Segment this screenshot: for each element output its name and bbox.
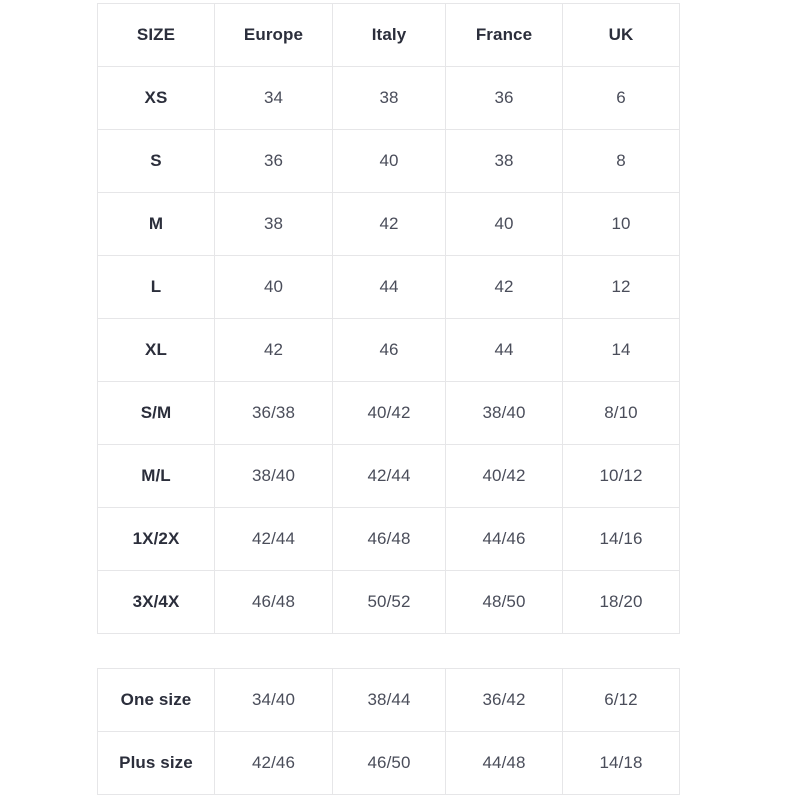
cell-italy: 46/50 bbox=[332, 731, 446, 795]
cell-size: S/M bbox=[97, 381, 215, 445]
cell-france: 44/48 bbox=[445, 731, 563, 795]
cell-uk: 14/18 bbox=[562, 731, 680, 795]
table-row: 1X/2X 42/44 46/48 44/46 14/16 bbox=[97, 507, 680, 571]
cell-europe: 38 bbox=[214, 192, 333, 256]
cell-italy: 50/52 bbox=[332, 570, 446, 634]
cell-france: 40/42 bbox=[445, 444, 563, 508]
cell-france: 44/46 bbox=[445, 507, 563, 571]
cell-france: 38 bbox=[445, 129, 563, 193]
cell-uk: 14 bbox=[562, 318, 680, 382]
size-chart-primary-container: SIZE Europe Italy France UK XS 34 38 36 … bbox=[97, 3, 680, 634]
cell-size: Plus size bbox=[97, 731, 215, 795]
cell-uk: 12 bbox=[562, 255, 680, 319]
cell-italy: 44 bbox=[332, 255, 446, 319]
cell-size: L bbox=[97, 255, 215, 319]
cell-size: XS bbox=[97, 66, 215, 130]
cell-uk: 10 bbox=[562, 192, 680, 256]
cell-uk: 10/12 bbox=[562, 444, 680, 508]
cell-size: S bbox=[97, 129, 215, 193]
cell-france: 38/40 bbox=[445, 381, 563, 445]
cell-europe: 36 bbox=[214, 129, 333, 193]
cell-italy: 42 bbox=[332, 192, 446, 256]
column-header-france: France bbox=[445, 3, 563, 67]
cell-france: 42 bbox=[445, 255, 563, 319]
size-chart-secondary-container: One size 34/40 38/44 36/42 6/12 Plus siz… bbox=[97, 668, 680, 795]
cell-europe: 46/48 bbox=[214, 570, 333, 634]
secondary-table-body: One size 34/40 38/44 36/42 6/12 Plus siz… bbox=[97, 668, 680, 795]
table-row: Plus size 42/46 46/50 44/48 14/18 bbox=[97, 731, 680, 795]
column-header-uk: UK bbox=[562, 3, 680, 67]
one-size-plus-size-table: One size 34/40 38/44 36/42 6/12 Plus siz… bbox=[97, 668, 680, 795]
table-row: XL 42 46 44 14 bbox=[97, 318, 680, 382]
table-row: M/L 38/40 42/44 40/42 10/12 bbox=[97, 444, 680, 508]
cell-italy: 46/48 bbox=[332, 507, 446, 571]
table-row: One size 34/40 38/44 36/42 6/12 bbox=[97, 668, 680, 732]
table-header-row: SIZE Europe Italy France UK bbox=[97, 3, 680, 67]
cell-france: 40 bbox=[445, 192, 563, 256]
cell-europe: 38/40 bbox=[214, 444, 333, 508]
table-row: XS 34 38 36 6 bbox=[97, 66, 680, 130]
cell-size: 3X/4X bbox=[97, 570, 215, 634]
cell-uk: 14/16 bbox=[562, 507, 680, 571]
table-row: 3X/4X 46/48 50/52 48/50 18/20 bbox=[97, 570, 680, 634]
cell-europe: 42 bbox=[214, 318, 333, 382]
cell-uk: 18/20 bbox=[562, 570, 680, 634]
cell-europe: 42/44 bbox=[214, 507, 333, 571]
cell-uk: 6 bbox=[562, 66, 680, 130]
cell-italy: 38/44 bbox=[332, 668, 446, 732]
column-header-size: SIZE bbox=[97, 3, 215, 67]
column-header-europe: Europe bbox=[214, 3, 333, 67]
cell-size: M bbox=[97, 192, 215, 256]
cell-uk: 8 bbox=[562, 129, 680, 193]
cell-italy: 38 bbox=[332, 66, 446, 130]
table-header: SIZE Europe Italy France UK bbox=[97, 3, 680, 67]
column-header-italy: Italy bbox=[332, 3, 446, 67]
cell-italy: 40/42 bbox=[332, 381, 446, 445]
size-conversion-table: SIZE Europe Italy France UK XS 34 38 36 … bbox=[97, 3, 680, 634]
cell-italy: 42/44 bbox=[332, 444, 446, 508]
table-row: S/M 36/38 40/42 38/40 8/10 bbox=[97, 381, 680, 445]
table-body: XS 34 38 36 6 S 36 40 38 8 M 38 42 40 10 bbox=[97, 66, 680, 634]
cell-uk: 6/12 bbox=[562, 668, 680, 732]
cell-france: 36 bbox=[445, 66, 563, 130]
cell-europe: 34 bbox=[214, 66, 333, 130]
cell-size: One size bbox=[97, 668, 215, 732]
cell-uk: 8/10 bbox=[562, 381, 680, 445]
cell-europe: 42/46 bbox=[214, 731, 333, 795]
cell-france: 36/42 bbox=[445, 668, 563, 732]
cell-size: 1X/2X bbox=[97, 507, 215, 571]
cell-france: 48/50 bbox=[445, 570, 563, 634]
cell-europe: 34/40 bbox=[214, 668, 333, 732]
cell-france: 44 bbox=[445, 318, 563, 382]
cell-europe: 40 bbox=[214, 255, 333, 319]
cell-size: M/L bbox=[97, 444, 215, 508]
cell-italy: 40 bbox=[332, 129, 446, 193]
table-row: S 36 40 38 8 bbox=[97, 129, 680, 193]
table-row: L 40 44 42 12 bbox=[97, 255, 680, 319]
cell-size: XL bbox=[97, 318, 215, 382]
table-row: M 38 42 40 10 bbox=[97, 192, 680, 256]
cell-italy: 46 bbox=[332, 318, 446, 382]
cell-europe: 36/38 bbox=[214, 381, 333, 445]
